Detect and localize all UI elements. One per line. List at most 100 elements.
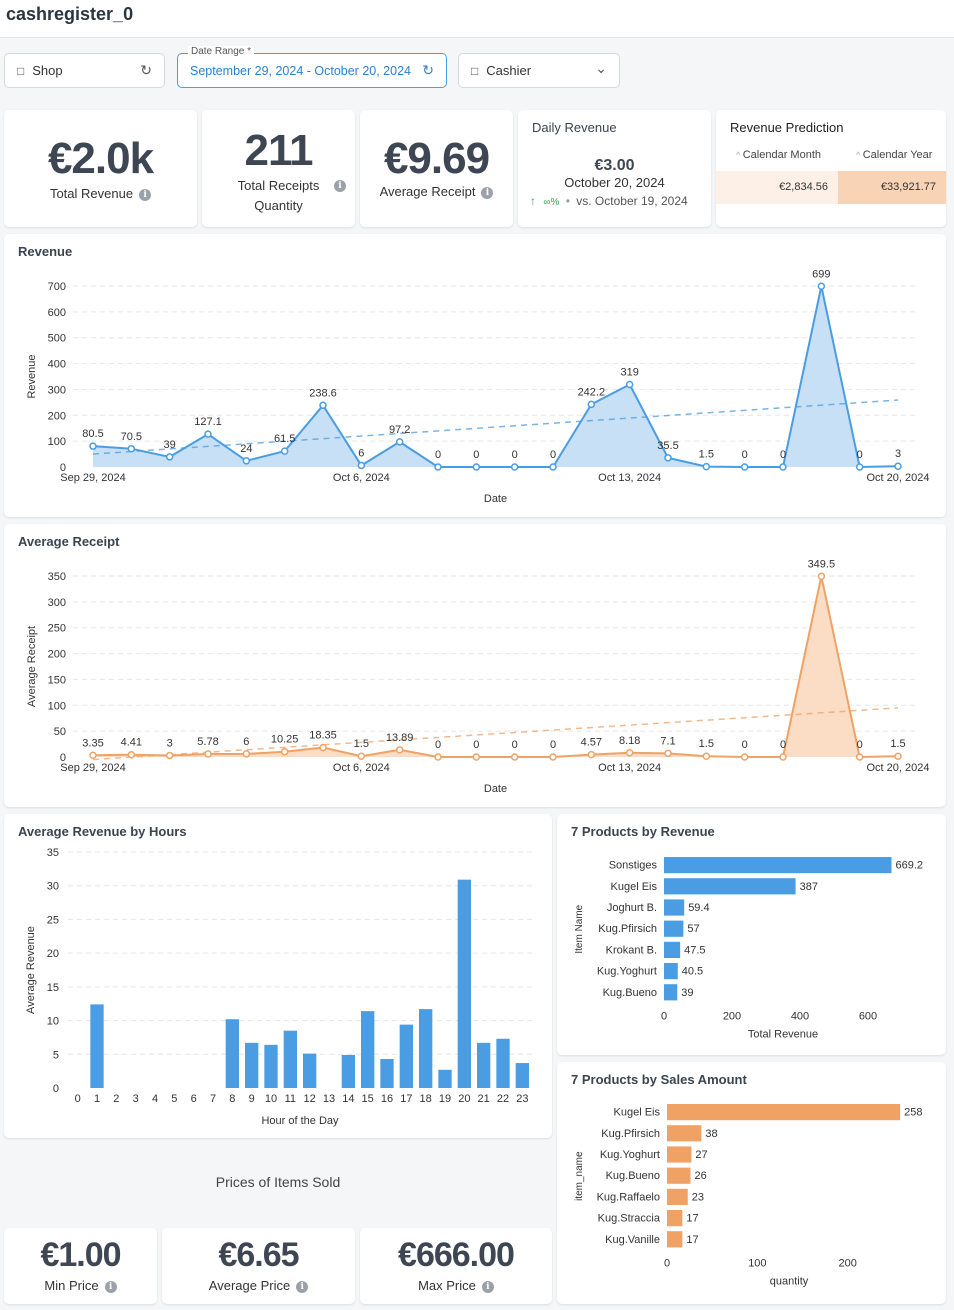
y-tick-label: 20 [47,948,59,960]
y-tick-label: 35 [47,847,59,859]
total-receipts-card: 211 Total Receipts i Quantity [202,110,355,227]
average-receipt-chart-title: Average Receipt [18,534,120,549]
data-label: 387 [800,881,818,893]
y-tick-label: 10 [47,1016,59,1028]
y-tick-label: 150 [48,674,66,686]
data-label: 6 [358,447,364,459]
data-label: 349.5 [808,558,836,570]
min-price-value: €1.00 [40,1236,121,1274]
y-tick-label: 0 [53,1083,59,1095]
average-receipt-label-row: Average Receipt i [360,184,513,199]
revenue-chart-card: Revenue 0 100 200 300 400 500 600 700 Revenue Dat… [4,234,946,517]
x-tick-label: 600 [859,1010,877,1022]
data-label: 27 [695,1149,707,1161]
x-tick-label: 11 [285,1093,296,1105]
data-point [855,463,864,471]
x-tick-label: 16 [381,1093,393,1105]
data-point [817,572,826,581]
x-tick-label: 1 [94,1093,100,1105]
max-price-value: €666.00 [398,1236,515,1274]
info-icon[interactable]: i [104,1280,117,1293]
data-point [89,442,97,450]
trend-line [92,707,899,761]
cashier-filter[interactable]: □ Cashier ⌄ [458,53,620,88]
series-line [92,576,899,759]
data-point [165,751,174,760]
data-point [127,750,136,759]
data-label: 0 [780,449,786,461]
total-receipts-label-1: Total Receipts [237,178,320,193]
data-point [740,463,749,471]
data-label: 669.2 [896,860,924,872]
bar [438,1069,452,1088]
bar [477,1042,491,1088]
bar [245,1042,259,1088]
info-icon[interactable]: i [296,1280,309,1293]
data-point [127,445,136,453]
max-price-card: €666.00 Max Price i [360,1228,552,1304]
prediction-cell-year: €33,921.77 [838,171,946,204]
data-point [280,447,289,455]
bar [667,1125,702,1142]
chevron-down-icon[interactable]: ⌄ [595,60,607,76]
bar [264,1044,278,1088]
x-tick-label: 19 [439,1093,451,1105]
bar [496,1038,510,1088]
average-price-label: Average Price [208,1278,291,1293]
category-label: Kug.Bueno [606,1170,660,1182]
data-label: 0 [473,449,479,461]
x-tick-label: Oct 20, 2024 [867,472,930,484]
total-revenue-label: Total Revenue [49,186,134,201]
category-label: Kug.Pfirsich [601,1128,660,1140]
data-label: 7.1 [660,735,675,747]
reset-icon[interactable]: ↻ [422,62,434,78]
data-label: 97.2 [389,424,410,436]
bar [361,1011,375,1088]
data-label: 6 [243,736,249,748]
category-label: Kug.Vanille [605,1234,660,1246]
total-receipts-value: 211 [244,126,314,175]
x-tick-label: 13 [323,1093,335,1105]
calendar-month-header[interactable]: ^ Calendar Month [736,149,821,161]
y-tick-label: 30 [47,881,59,893]
category-label: Krokant B. [606,944,657,956]
max-price-label: Max Price [418,1278,476,1293]
products-revenue-title: 7 Products by Revenue [571,824,715,839]
data-label: 26 [694,1170,706,1182]
y-axis-label: Item Name [574,904,585,953]
products-revenue-chart: Sonstiges 669.2 Kugel Eis 387 Joghurt B. 59.4… [574,857,924,1040]
bar [667,1104,901,1121]
data-label: 238.6 [309,387,337,399]
reset-icon[interactable]: ↻ [140,62,152,78]
info-icon[interactable]: i [139,188,152,201]
data-point [319,743,327,752]
data-point [280,747,289,756]
info-icon[interactable]: i [481,186,494,199]
data-label: 319 [620,367,638,379]
bar [303,1053,317,1088]
daily-revenue-title: Daily Revenue [532,120,617,135]
dot-separator: • [565,194,570,208]
x-axis-label: Date [484,493,507,505]
x-axis-label: Hour of the Day [261,1115,339,1127]
bar [667,1188,688,1205]
data-label: 17 [686,1213,698,1225]
category-label: Sonstiges [609,860,658,872]
info-icon[interactable]: i [334,180,346,192]
category-label: Joghurt B. [607,902,657,914]
bar [664,920,684,937]
data-label: 0 [742,449,748,461]
x-tick-label: 21 [478,1093,490,1105]
date-range-filter[interactable]: Date Range * September 29, 2024 - Octobe… [177,46,447,88]
shop-filter[interactable]: □ Shop ↻ [4,53,165,88]
calendar-year-label: Calendar Year [862,149,933,161]
y-tick-label: 25 [47,914,59,926]
bar [225,1019,239,1088]
data-label: 0 [857,739,863,751]
bar [457,879,471,1088]
data-point [587,750,596,759]
info-icon[interactable]: i [481,1280,494,1293]
calendar-year-header[interactable]: ^ Calendar Year [856,149,932,161]
bar [667,1146,692,1163]
x-tick-label: 0 [661,1010,667,1022]
